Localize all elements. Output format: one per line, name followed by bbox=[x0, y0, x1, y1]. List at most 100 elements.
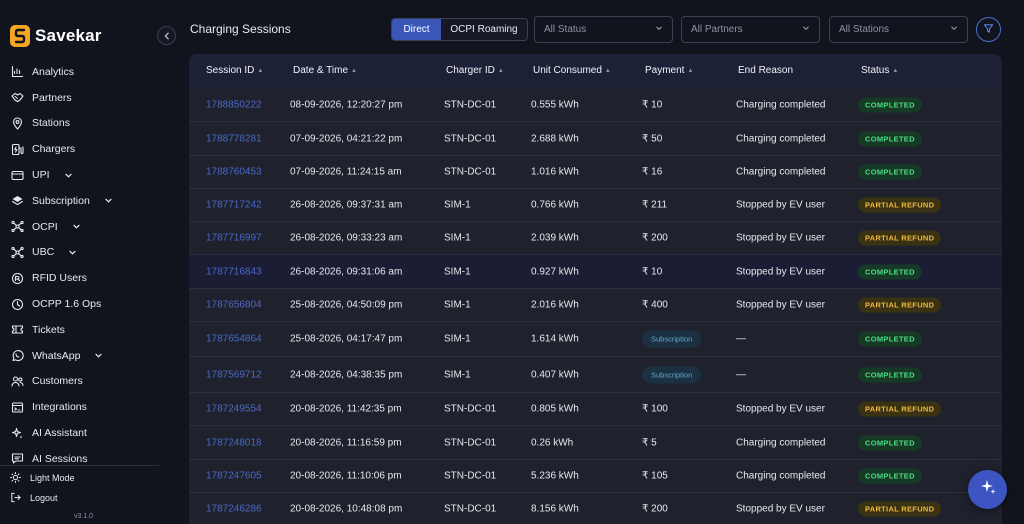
session-id-link[interactable]: 1788778281 bbox=[206, 133, 262, 144]
ai-assistant-fab[interactable] bbox=[968, 470, 1007, 509]
column-header-session-id[interactable]: Session ID ▲︎ bbox=[206, 65, 263, 76]
sidebar-item-label: RFID Users bbox=[32, 272, 87, 285]
sidebar-item-whatsapp[interactable]: WhatsApp bbox=[0, 343, 159, 369]
column-header-label: End Reason bbox=[738, 65, 794, 76]
sidebar-item-rfid-users[interactable]: RFID Users bbox=[0, 265, 159, 291]
sidebar-item-customers[interactable]: Customers bbox=[0, 369, 159, 395]
sidebar-item-stations[interactable]: Stations bbox=[0, 111, 159, 137]
stations-filter-select[interactable]: All Stations bbox=[829, 16, 968, 43]
sidebar-item-analytics[interactable]: Analytics bbox=[0, 59, 159, 85]
payment-cell: ₹ 211 bbox=[642, 200, 667, 211]
sidebar-item-ocpp-1-6-ops[interactable]: OCPP 1.6 Ops bbox=[0, 291, 159, 317]
brand-logo[interactable]: Savekar bbox=[10, 25, 102, 47]
column-header-label: Unit Consumed bbox=[533, 65, 602, 76]
column-header-label: Session ID bbox=[206, 65, 255, 76]
session-id-link[interactable]: 1787249554 bbox=[206, 403, 262, 415]
light-mode-toggle[interactable]: Light Mode bbox=[10, 470, 75, 486]
sidebar-item-upi[interactable]: UPI bbox=[0, 162, 159, 188]
sidebar-item-label: Analytics bbox=[32, 65, 75, 78]
table-row[interactable]: 1788778281 07-09-2026, 04:21:22 pm STN-DC-… bbox=[189, 122, 1002, 156]
table-row[interactable]: 1788760453 07-09-2026, 11:24:15 am STN-DC-… bbox=[189, 156, 1002, 189]
session-id-link[interactable]: 1787656804 bbox=[206, 299, 262, 311]
column-header-payment[interactable]: Payment ▲︎ bbox=[645, 65, 693, 76]
table-row[interactable]: 1787717242 26-08-2026, 09:37:31 am SIM-1 0.… bbox=[189, 189, 1002, 222]
table-row[interactable]: 1787716843 26-08-2026, 09:31:06 am SIM-1 0.… bbox=[189, 255, 1002, 289]
session-id-link[interactable]: 1787247605 bbox=[206, 470, 262, 482]
logout-button[interactable]: Logout bbox=[10, 490, 58, 506]
tab-direct[interactable]: Direct bbox=[392, 19, 441, 40]
payment-amount: ₹ 16 bbox=[642, 166, 663, 178]
table-row[interactable]: 1787716997 26-08-2026, 09:33:23 am SIM-1 2.… bbox=[189, 222, 1002, 255]
ops-icon bbox=[11, 298, 24, 311]
sidebar-item-subscription[interactable]: Subscription bbox=[0, 188, 159, 214]
subscription-badge: Subscription bbox=[642, 366, 702, 383]
sidebar-item-ai-assistant[interactable]: AI Assistant bbox=[0, 420, 159, 446]
session-id-link[interactable]: 1788760453 bbox=[206, 166, 262, 178]
chevron-down-icon bbox=[94, 351, 103, 360]
column-header-date-time[interactable]: Date & Time ▲︎ bbox=[293, 65, 357, 76]
end-reason: Charging completed bbox=[736, 470, 826, 482]
unit-consumed: 0.766 kWh bbox=[531, 199, 579, 211]
table-row[interactable]: 1787656804 25-08-2026, 04:50:09 pm SIM-1 2.… bbox=[189, 289, 1002, 322]
session-id-link[interactable]: 1787569712 bbox=[206, 369, 262, 380]
payment-amount: ₹ 50 bbox=[642, 133, 663, 144]
status-badge: COMPLETED bbox=[858, 164, 922, 180]
payment-amount: ₹ 200 bbox=[642, 503, 668, 515]
session-id-link[interactable]: 1787248018 bbox=[206, 437, 262, 448]
sun-icon bbox=[10, 471, 21, 485]
logo-mark-icon bbox=[10, 25, 30, 47]
sessions-table: Session ID ▲︎ Date & Time ▲︎ Charger ID ▲︎ Uni… bbox=[189, 54, 1002, 524]
sidebar-item-ai-sessions[interactable]: AI Sessions bbox=[0, 446, 159, 472]
table-row[interactable]: 1787569712 24-08-2026, 04:38:35 pm SIM-1 0.… bbox=[189, 357, 1002, 393]
table-row[interactable]: 1787247605 20-08-2026, 11:10:06 pm STN-DC-… bbox=[189, 460, 1002, 493]
session-id-link[interactable]: 1788850222 bbox=[206, 99, 262, 111]
table-row[interactable]: 1787246286 20-08-2026, 10:48:08 pm STN-DC-… bbox=[189, 493, 1002, 524]
sparkle-icon bbox=[979, 478, 997, 501]
payment-cell: Subscription bbox=[642, 330, 702, 348]
unit-consumed: 0.805 kWh bbox=[531, 403, 579, 415]
sidebar-item-partners[interactable]: Partners bbox=[0, 85, 159, 111]
collapse-sidebar-button[interactable] bbox=[157, 26, 176, 45]
session-id-link[interactable]: 1787716843 bbox=[206, 266, 262, 277]
table-row[interactable]: 1787248018 20-08-2026, 11:16:59 pm STN-DC-… bbox=[189, 426, 1002, 460]
sidebar-item-label: OCPI bbox=[32, 220, 58, 233]
payment-amount: ₹ 5 bbox=[642, 437, 657, 448]
table-row[interactable]: 1787249554 20-08-2026, 11:42:35 pm STN-DC-… bbox=[189, 393, 1002, 426]
status-filter-select[interactable]: All Status bbox=[534, 16, 673, 43]
table-row[interactable]: 1787654864 25-08-2026, 04:17:47 pm SIM-1 1.… bbox=[189, 322, 1002, 357]
sidebar-item-chargers[interactable]: Chargers bbox=[0, 136, 159, 162]
sidebar-item-tickets[interactable]: Tickets bbox=[0, 317, 159, 343]
session-id-link[interactable]: 1787717242 bbox=[206, 199, 262, 211]
session-id-link[interactable]: 1787716997 bbox=[206, 232, 262, 244]
unit-consumed: 0.555 kWh bbox=[531, 99, 579, 111]
end-reason: — bbox=[736, 369, 746, 380]
column-header-charger-id[interactable]: Charger ID ▲︎ bbox=[446, 65, 504, 76]
unit-consumed: 2.688 kWh bbox=[531, 133, 579, 144]
column-header-status[interactable]: Status ▲︎ bbox=[861, 65, 898, 76]
session-id-link[interactable]: 1787654864 bbox=[206, 333, 262, 345]
table-row[interactable]: 1788850222 08-09-2026, 12:20:27 pm STN-DC-… bbox=[189, 89, 1002, 122]
status-cell: PARTIAL REFUND bbox=[858, 197, 942, 213]
column-header-end-reason: End Reason bbox=[738, 65, 793, 76]
sidebar-item-ubc[interactable]: UBC bbox=[0, 240, 159, 266]
session-datetime: 24-08-2026, 04:38:35 pm bbox=[290, 369, 403, 380]
charger-id: SIM-1 bbox=[444, 333, 471, 345]
partners-filter-select[interactable]: All Partners bbox=[681, 16, 820, 43]
end-reason: Stopped by EV user bbox=[736, 503, 825, 515]
tab-ocpi-roaming[interactable]: OCPI Roaming bbox=[441, 19, 527, 40]
status-cell: COMPLETED bbox=[858, 97, 922, 113]
column-header-unit-consumed[interactable]: Unit Consumed ▲︎ bbox=[533, 65, 611, 76]
status-cell: COMPLETED bbox=[858, 331, 922, 347]
payment-cell: ₹ 10 bbox=[642, 100, 662, 111]
network-icon bbox=[11, 246, 24, 259]
session-id-link[interactable]: 1787246286 bbox=[206, 503, 262, 515]
filter-button[interactable] bbox=[976, 17, 1001, 42]
sidebar-divider bbox=[0, 465, 159, 466]
sidebar-item-ocpi[interactable]: OCPI bbox=[0, 214, 159, 240]
sidebar-item-label: OCPP 1.6 Ops bbox=[32, 298, 102, 311]
session-datetime: 26-08-2026, 09:37:31 am bbox=[290, 199, 403, 211]
sidebar-item-integrations[interactable]: Integrations bbox=[0, 394, 159, 420]
end-reason: — bbox=[736, 333, 746, 345]
sidebar-item-label: UBC bbox=[32, 246, 55, 259]
session-datetime: 25-08-2026, 04:50:09 pm bbox=[290, 299, 403, 311]
